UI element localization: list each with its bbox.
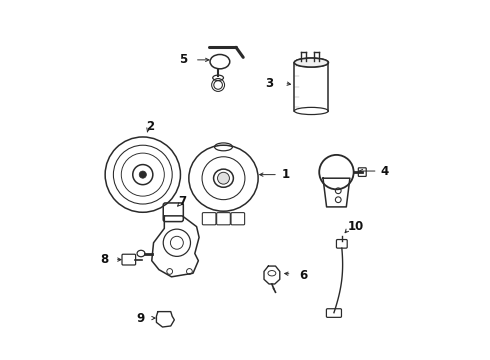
Ellipse shape — [294, 58, 328, 67]
Text: 10: 10 — [347, 220, 364, 233]
Text: 2: 2 — [146, 121, 154, 134]
Text: 3: 3 — [266, 77, 274, 90]
Circle shape — [218, 172, 229, 184]
Text: 1: 1 — [282, 168, 290, 181]
Text: 5: 5 — [179, 53, 188, 66]
Circle shape — [139, 171, 147, 178]
Text: 8: 8 — [100, 253, 109, 266]
Text: 7: 7 — [178, 195, 186, 208]
Text: 6: 6 — [299, 269, 307, 282]
Text: 9: 9 — [136, 311, 145, 325]
Text: 4: 4 — [381, 165, 389, 177]
